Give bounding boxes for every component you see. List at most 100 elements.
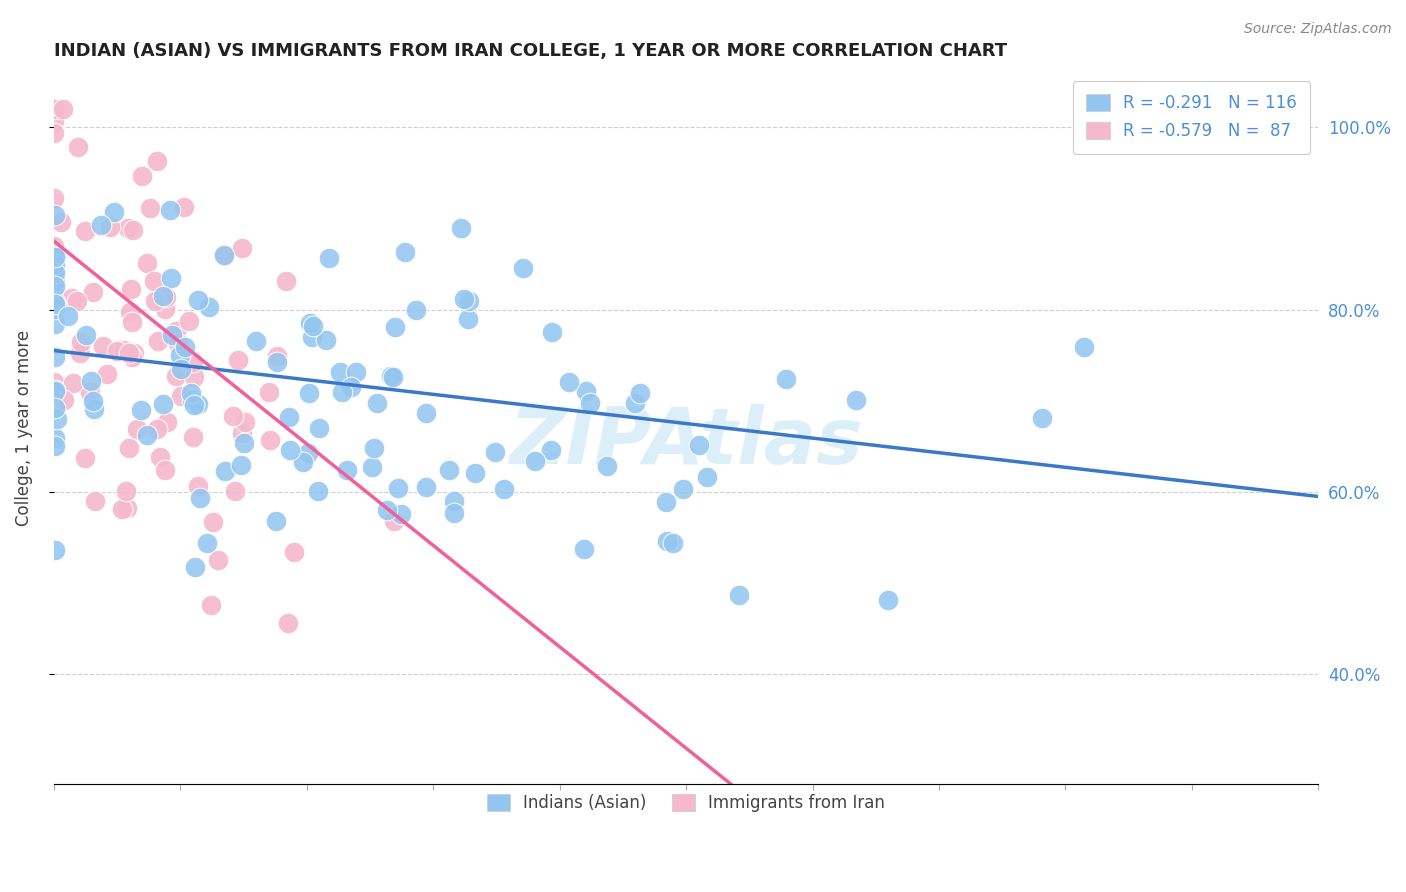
Point xyxy=(46,412,69,426)
Point xyxy=(458,293,481,308)
Point xyxy=(149,450,172,464)
Point xyxy=(42,102,65,116)
Point xyxy=(278,410,301,425)
Point xyxy=(657,533,679,548)
Point xyxy=(222,409,245,424)
Point xyxy=(457,311,479,326)
Point xyxy=(336,463,359,477)
Point xyxy=(42,293,65,307)
Point xyxy=(44,295,66,310)
Point xyxy=(42,247,65,261)
Point xyxy=(329,365,352,379)
Point xyxy=(42,256,65,270)
Point xyxy=(165,324,187,338)
Point xyxy=(159,203,181,218)
Point xyxy=(245,334,267,348)
Point xyxy=(198,300,221,314)
Point xyxy=(318,251,340,265)
Point xyxy=(233,436,256,450)
Point xyxy=(69,346,91,360)
Point xyxy=(160,271,183,285)
Point xyxy=(297,446,319,460)
Point xyxy=(90,218,112,232)
Point xyxy=(44,302,66,317)
Point xyxy=(49,214,72,228)
Point xyxy=(415,480,437,494)
Point xyxy=(292,455,315,469)
Point xyxy=(226,352,249,367)
Point xyxy=(179,314,201,328)
Point xyxy=(183,430,205,444)
Point xyxy=(464,466,486,480)
Point xyxy=(69,335,91,350)
Point xyxy=(212,248,235,262)
Point xyxy=(42,114,65,128)
Point xyxy=(183,370,205,384)
Point xyxy=(180,393,202,408)
Point xyxy=(443,506,465,520)
Point xyxy=(121,223,143,237)
Point xyxy=(382,514,405,528)
Point xyxy=(394,244,416,259)
Text: INDIAN (ASIAN) VS IMMIGRANTS FROM IRAN COLLEGE, 1 YEAR OR MORE CORRELATION CHART: INDIAN (ASIAN) VS IMMIGRANTS FROM IRAN C… xyxy=(53,42,1007,60)
Legend: Indians (Asian), Immigrants from Iran: Indians (Asian), Immigrants from Iran xyxy=(474,780,898,825)
Point xyxy=(60,291,83,305)
Point xyxy=(405,302,427,317)
Point xyxy=(121,350,143,364)
Point xyxy=(44,350,66,364)
Point xyxy=(44,275,66,289)
Point xyxy=(44,250,66,264)
Point xyxy=(366,396,388,410)
Point xyxy=(283,544,305,558)
Point xyxy=(579,396,602,410)
Point xyxy=(112,343,135,358)
Point xyxy=(152,289,174,303)
Point xyxy=(1073,340,1095,354)
Point xyxy=(44,317,66,331)
Point xyxy=(180,385,202,400)
Point xyxy=(125,422,148,436)
Point xyxy=(96,367,118,381)
Point xyxy=(42,259,65,273)
Text: ZIPAtlas: ZIPAtlas xyxy=(509,404,863,480)
Point xyxy=(83,402,105,417)
Point xyxy=(153,463,176,477)
Point xyxy=(315,333,337,347)
Point xyxy=(274,274,297,288)
Point xyxy=(146,154,169,169)
Point xyxy=(184,559,207,574)
Point xyxy=(118,441,141,455)
Point xyxy=(79,384,101,399)
Point xyxy=(512,260,534,275)
Point xyxy=(170,361,193,376)
Point xyxy=(654,494,676,508)
Point xyxy=(375,503,398,517)
Point xyxy=(44,248,66,262)
Point xyxy=(142,274,165,288)
Point xyxy=(105,343,128,358)
Point xyxy=(307,483,329,498)
Point xyxy=(344,365,367,379)
Point xyxy=(188,491,211,506)
Point xyxy=(66,140,89,154)
Point xyxy=(153,302,176,317)
Point xyxy=(120,282,142,296)
Point xyxy=(224,484,246,499)
Point xyxy=(66,294,89,309)
Point xyxy=(662,536,685,550)
Point xyxy=(277,615,299,630)
Point xyxy=(44,383,66,397)
Point xyxy=(628,385,651,400)
Point xyxy=(308,421,330,435)
Point xyxy=(231,425,253,440)
Point xyxy=(330,384,353,399)
Point xyxy=(558,375,581,389)
Point xyxy=(298,385,321,400)
Point xyxy=(44,257,66,271)
Point xyxy=(541,325,564,339)
Point xyxy=(42,276,65,290)
Point xyxy=(139,201,162,215)
Point xyxy=(233,415,256,429)
Point xyxy=(173,200,195,214)
Point xyxy=(162,328,184,343)
